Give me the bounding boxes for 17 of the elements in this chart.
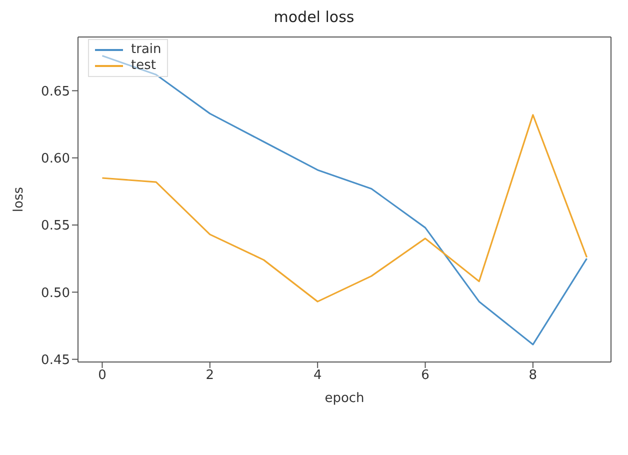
x-tick-label: 6 [421, 368, 430, 384]
y-tick-label: 0.65 [41, 84, 70, 100]
chart-title: model loss [272, 8, 356, 28]
y-tick-label: 0.50 [41, 286, 70, 301]
legend-label: train [131, 42, 162, 58]
line-series [101, 55, 588, 346]
x-tick-label: 8 [528, 368, 538, 384]
legend-label: test [131, 58, 156, 74]
y-tick-label: 0.60 [41, 151, 70, 166]
x-tick-label: 4 [313, 368, 322, 384]
x-tick-label: 0 [98, 368, 106, 384]
x-tick-label: 2 [206, 368, 214, 384]
y-tick-label: 0.45 [41, 352, 70, 368]
y-tick-label: 0.55 [41, 218, 70, 234]
y-axis-title: loss [12, 186, 27, 212]
x-axis-title: epoch [324, 391, 364, 406]
line-series [101, 114, 588, 302]
